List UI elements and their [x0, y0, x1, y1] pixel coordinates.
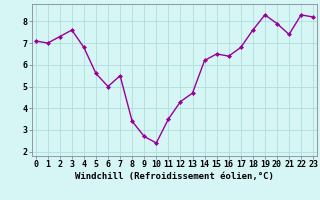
X-axis label: Windchill (Refroidissement éolien,°C): Windchill (Refroidissement éolien,°C): [75, 172, 274, 181]
